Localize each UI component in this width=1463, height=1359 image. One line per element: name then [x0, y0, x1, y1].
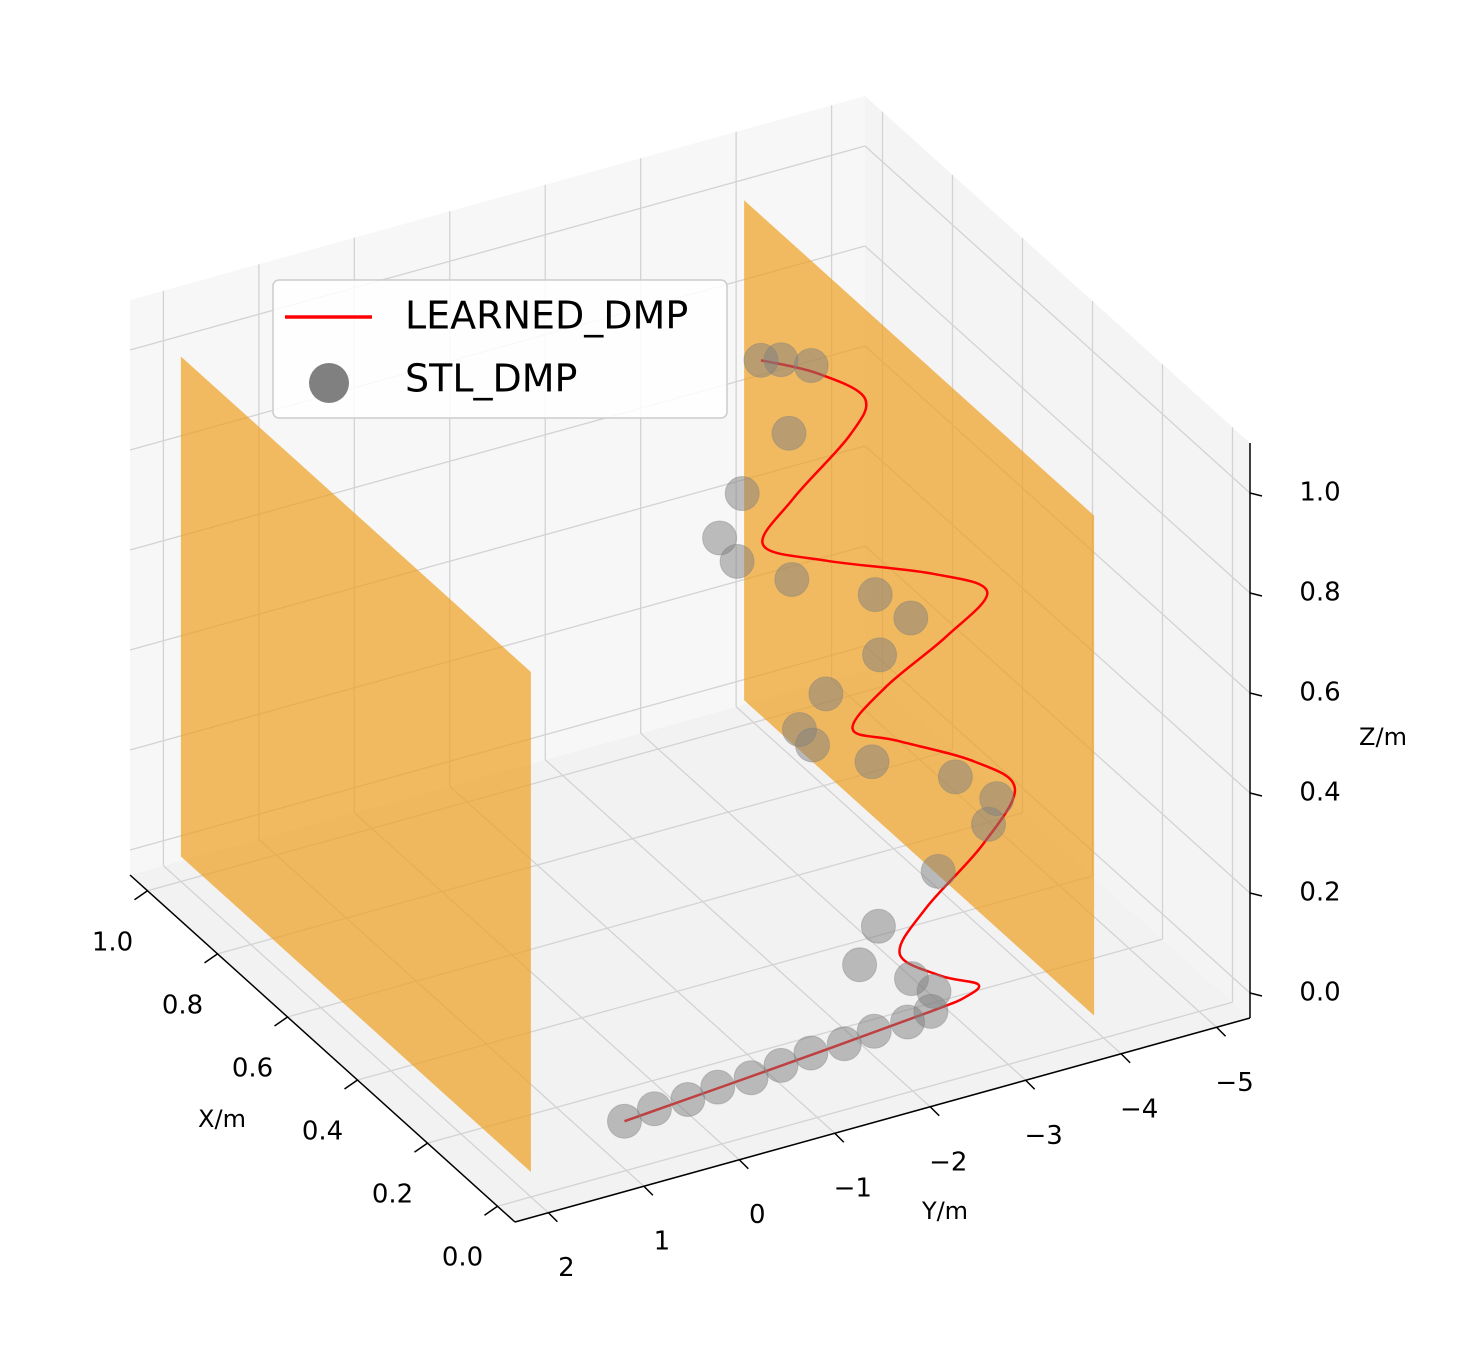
y-tick-mark [643, 1185, 654, 1196]
y-tick-mark [547, 1212, 558, 1223]
trajectory-point [857, 577, 893, 613]
obstacle-plane [180, 356, 531, 1172]
trajectory-point [856, 1013, 892, 1049]
grid-line [497, 1001, 1233, 1207]
trajectory-point [771, 415, 807, 451]
x-tick-label: 0.6 [232, 1053, 273, 1083]
trajectory-point [893, 600, 929, 636]
y-tick-label: −2 [929, 1147, 967, 1177]
trajectory-point [782, 712, 817, 747]
y-axis-label: Y/m [921, 1197, 968, 1225]
trajectory-point [826, 1026, 862, 1062]
z-tick-mark [1249, 892, 1263, 897]
trajectory-point [724, 476, 760, 511]
y-tick-mark [834, 1132, 845, 1143]
x-tick-label: 1.0 [92, 927, 133, 957]
trajectory-point [937, 759, 973, 795]
trajectory-point [860, 908, 896, 944]
trajectory-point [636, 1091, 672, 1127]
trajectory-point [920, 853, 956, 889]
grid-line [864, 145, 1251, 494]
z-tick-mark [1249, 592, 1263, 597]
z-tick-label: 0.4 [1299, 778, 1340, 808]
trajectory-point [894, 961, 929, 997]
z-tick-label: 0.8 [1299, 578, 1340, 608]
z-tick-label: 1.0 [1299, 478, 1340, 508]
trajectory-point [763, 1047, 799, 1083]
trajectory-point [670, 1082, 706, 1117]
z-tick-mark [1249, 992, 1263, 997]
trajectory-point [733, 1060, 769, 1096]
x-tick-mark [204, 953, 218, 964]
grid-line [864, 245, 1251, 594]
trajectory-point [979, 781, 1015, 817]
trajectory-point [854, 744, 890, 780]
z-tick-mark [1249, 792, 1263, 797]
y-tick-mark [1216, 1026, 1227, 1037]
x-axis-label: X/m [198, 1105, 246, 1133]
legend-label: STL_DMP [405, 357, 577, 401]
trajectory-point [743, 342, 779, 378]
grid-line [427, 938, 1163, 1144]
z-tick-label: 0.2 [1299, 878, 1340, 908]
x-tick-mark [274, 1016, 288, 1027]
trajectory-point [793, 1035, 829, 1071]
y-tick-mark [738, 1159, 749, 1170]
y-tick-mark [1120, 1053, 1131, 1064]
x-tick-mark [414, 1142, 428, 1153]
z-tick-label: 0.0 [1299, 978, 1340, 1008]
y-tick-label: 1 [654, 1227, 671, 1257]
grid-line [162, 865, 549, 1214]
x-tick-mark [484, 1205, 498, 1216]
y-tick-label: −1 [834, 1174, 872, 1204]
x-tick-label: 0.2 [372, 1180, 413, 1210]
legend: LEARNED_DMP STL_DMP [272, 279, 728, 419]
legend-swatch [309, 363, 349, 403]
trajectory-point [793, 348, 829, 383]
x-tick-mark [134, 890, 148, 901]
trajectory-point [607, 1103, 642, 1139]
y-tick-label: 0 [749, 1200, 766, 1230]
trajectory-point [774, 562, 810, 597]
legend-label: LEARNED_DMP [405, 294, 688, 338]
grid-line [640, 732, 1027, 1081]
y-tick-label: −4 [1120, 1094, 1158, 1124]
trajectory-point [719, 543, 755, 579]
x-tick-mark [344, 1079, 358, 1090]
z-tick-label: 0.6 [1299, 678, 1340, 708]
y-tick-mark [929, 1106, 940, 1117]
z-tick-mark [1249, 492, 1263, 497]
grid-line [129, 145, 866, 351]
x-tick-label: 0.8 [162, 990, 203, 1020]
z-axis-label: Z/m [1359, 723, 1407, 751]
y-tick-label: 2 [558, 1253, 575, 1283]
x-axis-line [129, 874, 516, 1223]
y-tick-label: −3 [1025, 1121, 1063, 1151]
y-tick-label: −5 [1215, 1068, 1253, 1098]
trajectory-point [842, 947, 878, 983]
y-tick-mark [1025, 1079, 1036, 1090]
trajectory-point [808, 676, 844, 712]
x-tick-label: 0.4 [302, 1117, 343, 1147]
trajectory-point [862, 637, 898, 673]
grid-line [544, 759, 931, 1108]
legend-box [272, 279, 728, 419]
z-tick-mark [1249, 692, 1263, 697]
trajectory-point [702, 520, 738, 556]
trajectory-point [700, 1069, 736, 1105]
x-tick-label: 0.0 [442, 1243, 483, 1273]
trajectory-line [624, 359, 1017, 1123]
y-axis-line [514, 1017, 1251, 1223]
